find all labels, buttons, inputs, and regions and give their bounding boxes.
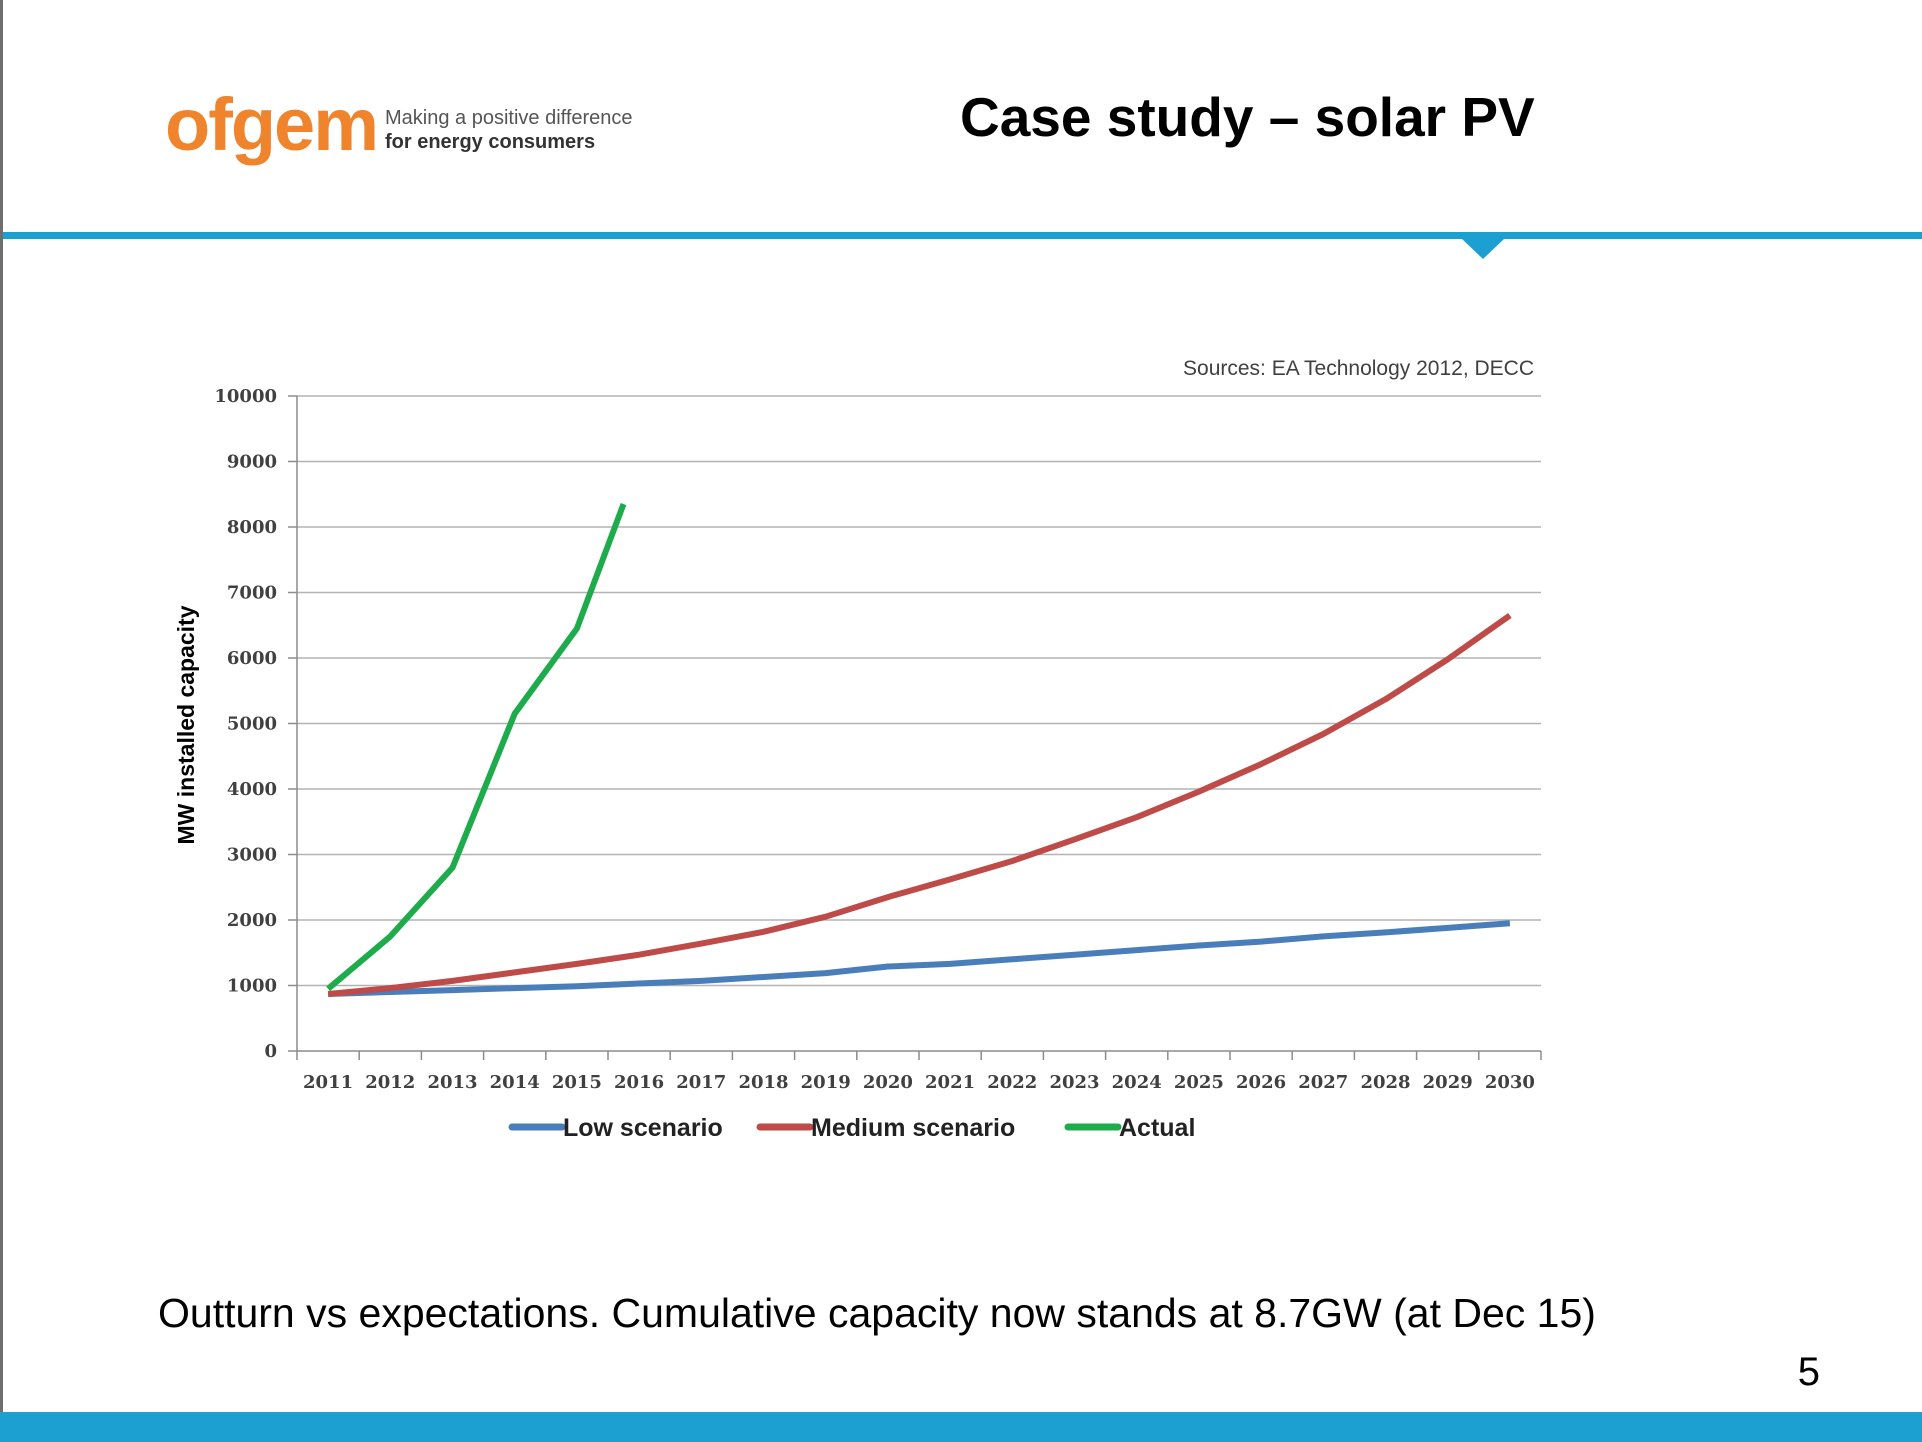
page-number: 5 — [1797, 1350, 1820, 1394]
logo-wordmark: ofgem — [165, 83, 379, 166]
logo-tagline-line-1: Making a positive difference — [385, 107, 633, 129]
x-tick-label: 2029 — [1423, 1072, 1473, 1093]
y-tick-label: 7000 — [227, 583, 277, 604]
y-tick-label: 6000 — [227, 648, 277, 669]
y-tick-label: 5000 — [227, 714, 277, 735]
x-tick-label: 2030 — [1485, 1072, 1535, 1093]
legend-label: Low scenario — [563, 1114, 723, 1142]
x-tick-label: 2015 — [552, 1072, 602, 1093]
y-tick-label: 2000 — [227, 910, 277, 931]
x-tick-label: 2013 — [427, 1072, 477, 1093]
x-tick-label: 2018 — [738, 1072, 788, 1093]
x-tick-label: 2026 — [1236, 1072, 1286, 1093]
y-tick-label: 3000 — [227, 845, 277, 866]
legend-label: Medium scenario — [811, 1114, 1015, 1142]
x-tick-label: 2011 — [303, 1072, 353, 1093]
x-tick-label: 2012 — [365, 1072, 415, 1093]
x-tick-label: 2017 — [676, 1072, 726, 1093]
y-tick-label: 0 — [264, 1041, 277, 1062]
footer-bar — [0, 1412, 1922, 1442]
logo-tagline: Making a positive difference for energy … — [385, 106, 705, 154]
legend-label: Actual — [1119, 1114, 1195, 1142]
x-tick-label: 2023 — [1049, 1072, 1099, 1093]
chart-grid — [297, 395, 1541, 987]
x-tick-label: 2021 — [925, 1072, 975, 1093]
x-tick-label: 2028 — [1360, 1072, 1410, 1093]
slide-caption: Outturn vs expectations. Cumulative capa… — [158, 1290, 1596, 1336]
header-divider — [3, 232, 1922, 239]
y-tick-label: 9000 — [227, 452, 277, 473]
x-tick-label: 2022 — [987, 1072, 1037, 1093]
y-tick-label: 4000 — [227, 779, 277, 800]
divider-pointer — [1462, 239, 1504, 259]
chart-source-note: Sources: EA Technology 2012, DECC — [1183, 357, 1534, 380]
series-line-actual — [326, 503, 627, 992]
y-tick-label: 10000 — [214, 386, 277, 407]
x-tick-label: 2027 — [1298, 1072, 1348, 1093]
x-tick-label: 2020 — [863, 1072, 913, 1093]
slide-left-border — [0, 0, 3, 1442]
x-tick-label: 2014 — [490, 1072, 540, 1093]
logo-tagline-line-2: for energy consumers — [385, 131, 596, 153]
chart-legend: Low scenario Medium scenario Actual — [508, 1114, 1195, 1142]
x-tick-label: 2019 — [801, 1072, 851, 1093]
x-tick-label: 2024 — [1112, 1072, 1162, 1093]
x-tick-label: 2025 — [1174, 1072, 1224, 1093]
chart-y-axis-label: MW installed capacity — [173, 605, 199, 844]
slide-title: Case study – solar PV — [960, 86, 1535, 148]
series-line-low-scenario — [328, 920, 1511, 997]
y-tick-label: 8000 — [227, 517, 277, 538]
series-line-medium-scenario — [327, 612, 1512, 997]
chart-series — [326, 503, 1512, 997]
chart-axes: 0 1000 2000 3000 4000 5000 6000 7000 8000 9000 100… — [214, 386, 1542, 1093]
y-tick-label: 1000 — [227, 976, 277, 997]
x-tick-label: 2016 — [614, 1072, 664, 1093]
